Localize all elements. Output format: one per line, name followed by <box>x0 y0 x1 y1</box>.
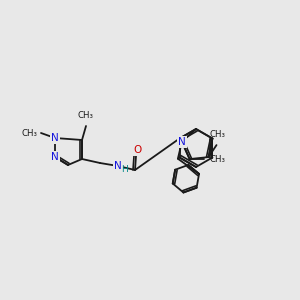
Text: CH₃: CH₃ <box>210 154 226 164</box>
Text: CH₃: CH₃ <box>78 111 94 120</box>
Text: H: H <box>121 166 128 175</box>
Text: O: O <box>133 145 141 155</box>
Text: N: N <box>51 133 59 143</box>
Text: CH₃: CH₃ <box>209 130 226 139</box>
Text: N: N <box>178 137 186 147</box>
Text: CH₃: CH₃ <box>22 128 38 137</box>
Text: N: N <box>51 152 59 162</box>
Text: N: N <box>114 161 122 171</box>
